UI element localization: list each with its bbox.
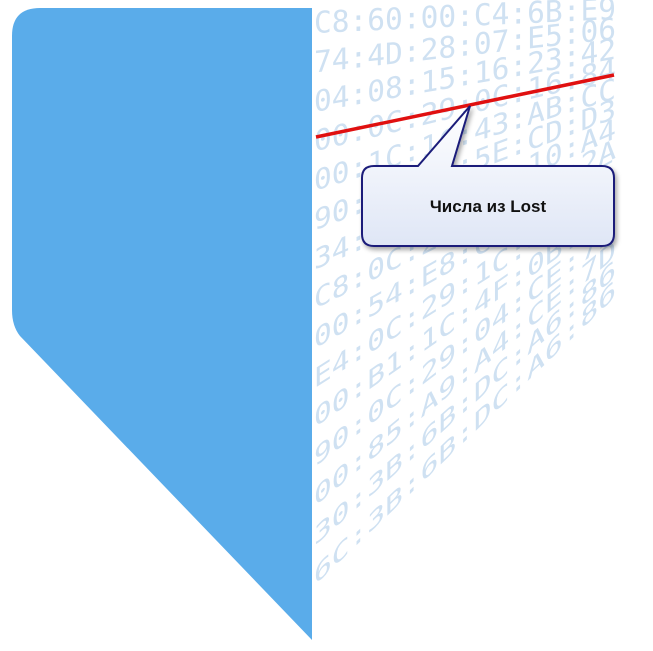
marker-line: [315, 73, 615, 139]
callout-text: Числа из Lost: [430, 197, 547, 216]
callout-bubble: [361, 105, 615, 247]
mac-address-list: C8:60:00:C4:6B:E974:4D:28:07:E5:0604:08:…: [314, 0, 616, 593]
callout: [361, 105, 615, 247]
blue-panel: [12, 8, 312, 640]
